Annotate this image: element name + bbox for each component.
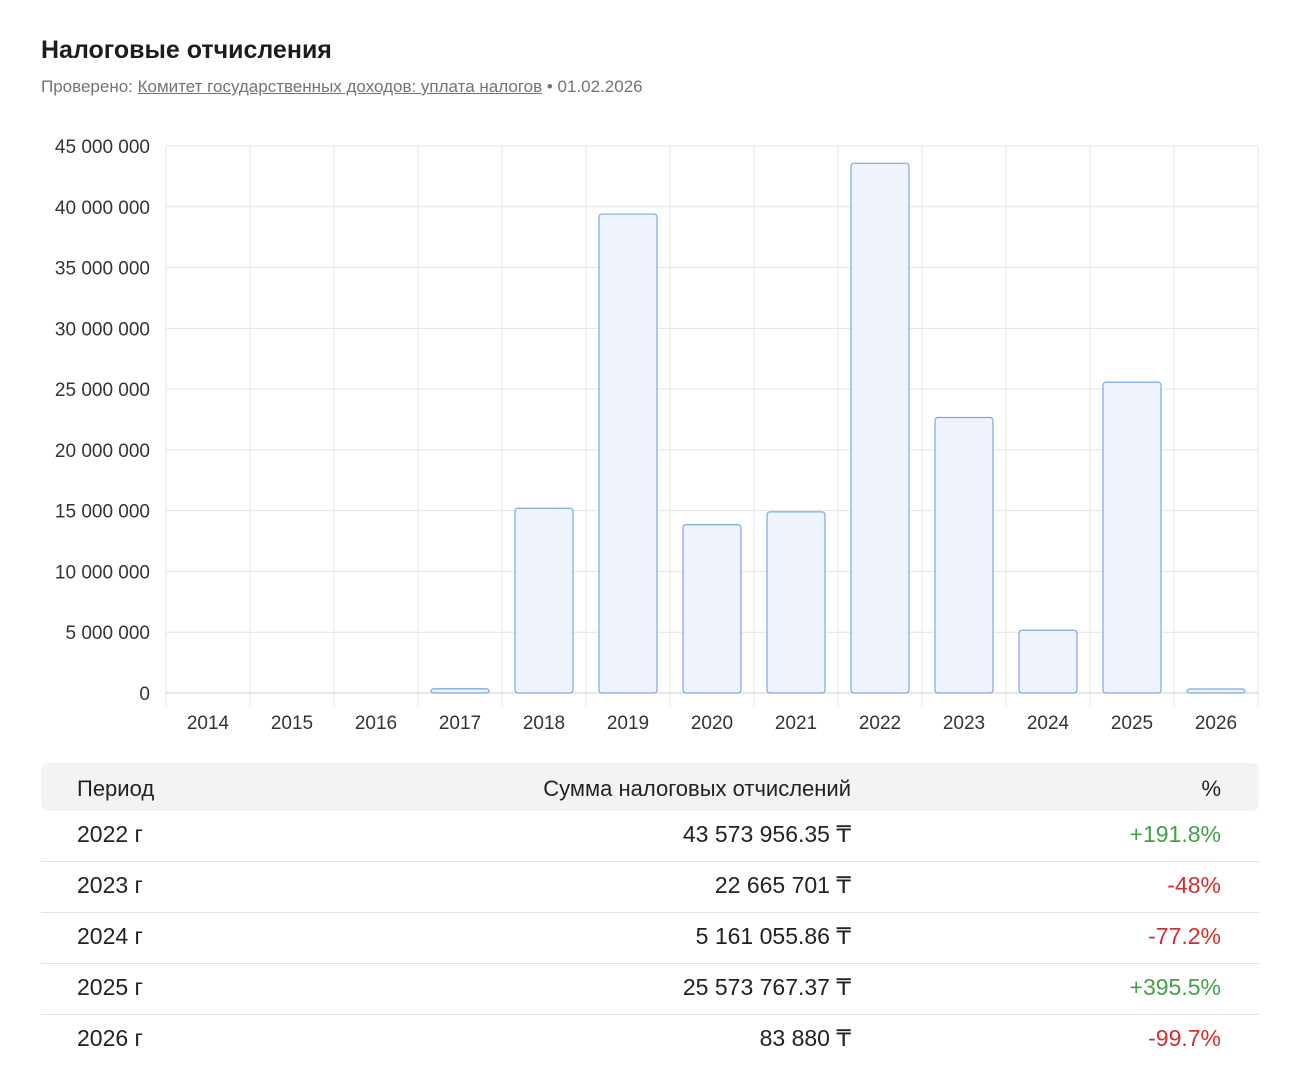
row-amount: 25 573 767.37 ₸ <box>682 974 851 1000</box>
tax-bar-chart: 0 5 000 000 10 000 000 15 000 000 20 000 000… <box>55 137 1259 734</box>
row-period: 2025 г <box>77 974 143 1000</box>
bar-2026 <box>1186 688 1246 694</box>
verification-date: • 01.02.2026 <box>542 77 643 96</box>
y-tick-label: 10 000 000 <box>55 562 150 583</box>
verification-line: Проверено: Комитет государственных доход… <box>41 77 643 97</box>
bar-2019 <box>598 213 658 694</box>
y-tick-label: 45 000 000 <box>55 137 150 158</box>
bar-2022 <box>850 162 910 694</box>
bar-2023 <box>934 416 994 694</box>
y-tick-label: 25 000 000 <box>55 380 150 401</box>
header-period: Период <box>77 776 155 801</box>
bar-2025 <box>1102 381 1162 694</box>
row-percent: -77.2% <box>1148 923 1221 949</box>
row-period: 2026 г <box>77 1025 143 1051</box>
y-tick-label: 35 000 000 <box>55 259 150 280</box>
table-row: 2026 г 83 880 ₸ -99.7% <box>41 1015 1259 1065</box>
row-percent: +191.8% <box>1129 821 1221 847</box>
row-amount: 43 573 956.35 ₸ <box>682 821 851 847</box>
table-body: 2022 г 43 573 956.35 ₸ +191.8% 2023 г 22 665… <box>41 811 1259 1065</box>
x-tick-label: 2018 <box>523 713 565 734</box>
x-tick-label: 2023 <box>943 713 985 734</box>
bar-2021 <box>766 511 826 694</box>
table-header: Период Сумма налоговых отчислений % <box>41 763 1259 811</box>
x-tick-label: 2024 <box>1027 713 1070 734</box>
bar-2020 <box>682 524 742 694</box>
header-amount: Сумма налоговых отчислений <box>543 776 851 801</box>
y-tick-label: 15 000 000 <box>55 502 150 523</box>
y-tick-label: 20 000 000 <box>55 441 150 462</box>
y-tick-label: 40 000 000 <box>55 198 150 219</box>
row-amount: 5 161 055.86 ₸ <box>695 923 851 949</box>
y-tick-label: 5 000 000 <box>65 623 150 644</box>
x-tick-label: 2021 <box>775 713 817 734</box>
x-tick-label: 2017 <box>439 713 481 734</box>
bar-2024 <box>1018 629 1078 694</box>
tax-table: Период Сумма налоговых отчислений % 2022… <box>41 763 1259 1065</box>
page-title: Налоговые отчисления <box>41 36 332 64</box>
x-tick-label: 2014 <box>187 713 230 734</box>
row-percent: +395.5% <box>1129 974 1221 1000</box>
row-percent: -99.7% <box>1148 1025 1221 1051</box>
x-tick-label: 2016 <box>355 713 397 734</box>
x-tick-label: 2025 <box>1111 713 1153 734</box>
table-row: 2024 г 5 161 055.86 ₸ -77.2% <box>41 913 1259 964</box>
x-tick-label: 2019 <box>607 713 649 734</box>
table-row: 2025 г 25 573 767.37 ₸ +395.5% <box>41 964 1259 1015</box>
row-period: 2022 г <box>77 821 143 847</box>
verified-label: Проверено: <box>41 77 138 96</box>
x-tick-label: 2022 <box>859 713 901 734</box>
x-tick-label: 2015 <box>271 713 313 734</box>
bar-2018 <box>514 507 574 694</box>
table-row: 2023 г 22 665 701 ₸ -48% <box>41 862 1259 913</box>
source-link[interactable]: Комитет государственных доходов: уплата … <box>137 77 543 96</box>
y-tick-label: 30 000 000 <box>55 319 150 340</box>
x-tick-label: 2026 <box>1195 713 1237 734</box>
table-row: 2022 г 43 573 956.35 ₸ +191.8% <box>41 811 1259 862</box>
row-percent: -48% <box>1167 872 1221 898</box>
row-amount: 83 880 ₸ <box>759 1025 851 1051</box>
row-amount: 22 665 701 ₸ <box>714 872 851 898</box>
row-period: 2023 г <box>77 872 143 898</box>
row-period: 2024 г <box>77 923 143 949</box>
x-tick-label: 2020 <box>691 713 733 734</box>
y-tick-label: 0 <box>139 684 150 705</box>
header-percent: % <box>1201 776 1221 801</box>
bar-2017 <box>430 688 490 694</box>
